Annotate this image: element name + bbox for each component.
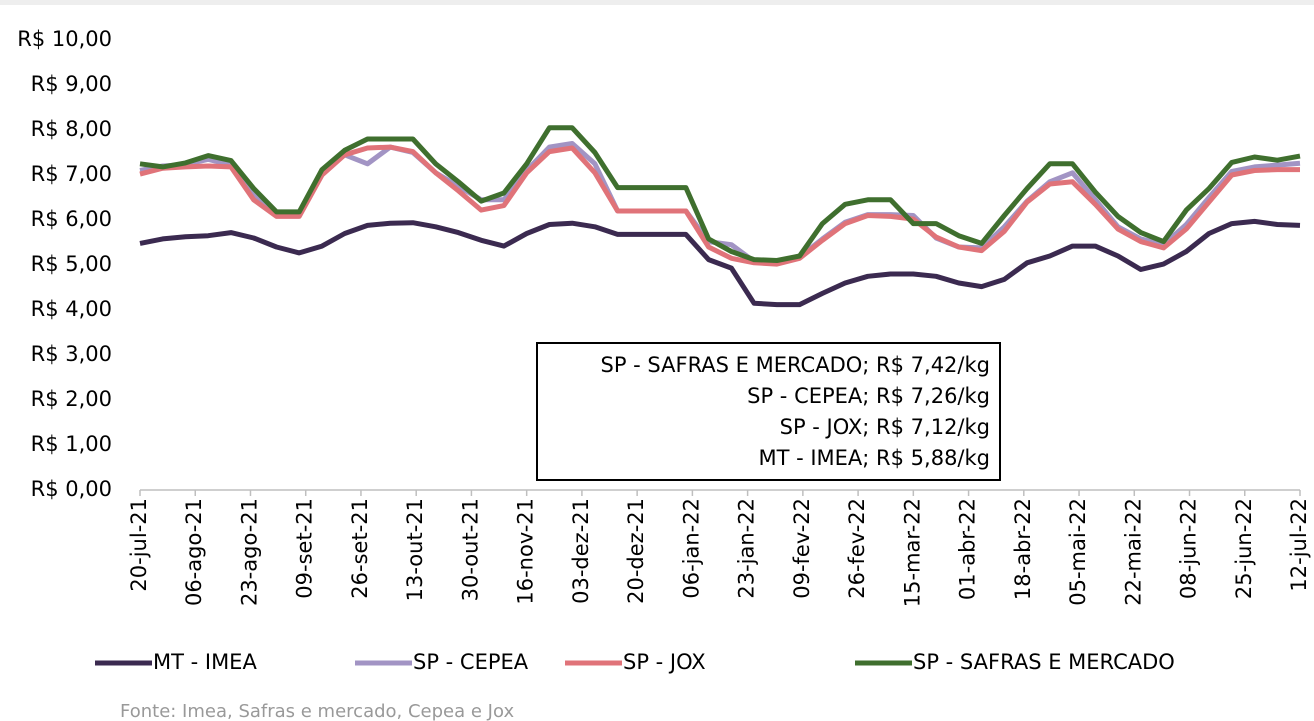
x-tick-label: 20-jul-21 [127, 498, 151, 592]
annotation-text: SP - CEPEA; R$ 7,26/kg [747, 384, 990, 408]
legend-label: SP - CEPEA [413, 650, 529, 674]
y-tick-label: R$ 7,00 [31, 162, 112, 186]
x-tick-label: 05-mai-22 [1066, 498, 1090, 606]
y-tick-label: R$ 1,00 [31, 432, 112, 456]
series-line [139, 218, 1301, 308]
x-tick-label: 16-nov-21 [514, 498, 538, 605]
x-tick-label: 12-jul-22 [1287, 498, 1311, 592]
y-tick-label: R$ 4,00 [31, 297, 112, 321]
series-line [139, 144, 1300, 267]
x-tick-label: 09-set-21 [293, 498, 317, 599]
legend-label: SP - SAFRAS E MERCADO [913, 650, 1175, 674]
source: Fonte: Imea, Safras e mercado, Cepea e J… [120, 701, 514, 721]
y-tick-label: R$ 2,00 [31, 387, 112, 411]
annotation-text: SP - JOX; R$ 7,12/kg [780, 415, 990, 439]
x-tick-label: 26-fev-22 [845, 498, 869, 599]
y-tick-label: R$ 0,00 [31, 477, 112, 501]
x-tick-label: 26-set-21 [348, 498, 372, 599]
y-tick-label: R$ 10,00 [17, 27, 112, 51]
annotation-text: SP - SAFRAS E MERCADO; R$ 7,42/kg [600, 353, 990, 377]
x-tick-label: 06-jan-22 [679, 498, 703, 599]
x-tick-label: 20-dez-21 [624, 498, 648, 604]
x-tick-label: 08-jun-22 [1177, 498, 1201, 599]
x-tick-label: 13-out-21 [403, 498, 427, 601]
annotation-box [536, 342, 1001, 481]
x-tick-label: 23-ago-21 [237, 498, 261, 606]
x-tick-label: 23-jan-22 [735, 498, 759, 599]
y-tick-label: R$ 6,00 [31, 207, 112, 231]
x-tick-label: 09-fev-22 [790, 498, 814, 599]
legend-label: SP - JOX [623, 650, 706, 674]
series-line [139, 125, 1301, 263]
annotation-text: MT - IMEA; R$ 5,88/kg [758, 446, 990, 470]
top-band [0, 0, 1314, 5]
x-tick-label: 15-mar-22 [900, 498, 924, 607]
legend-label: MT - IMEA [153, 650, 257, 674]
y-tick-label: R$ 3,00 [31, 342, 112, 366]
y-tick-label: R$ 9,00 [31, 72, 112, 96]
x-tick-label: 30-out-21 [458, 498, 482, 601]
x-tick-label: 06-ago-21 [182, 498, 206, 606]
x-tick-label: 25-jun-22 [1232, 498, 1256, 599]
x-tick-label: 03-dez-21 [569, 498, 593, 604]
x-tick-label: 18-abr-22 [1011, 498, 1035, 600]
y-tick-label: R$ 8,00 [31, 117, 112, 141]
x-tick-label: 22-mai-22 [1121, 498, 1145, 606]
y-tick-label: R$ 5,00 [31, 252, 112, 276]
x-tick-label: 01-abr-22 [956, 498, 980, 600]
